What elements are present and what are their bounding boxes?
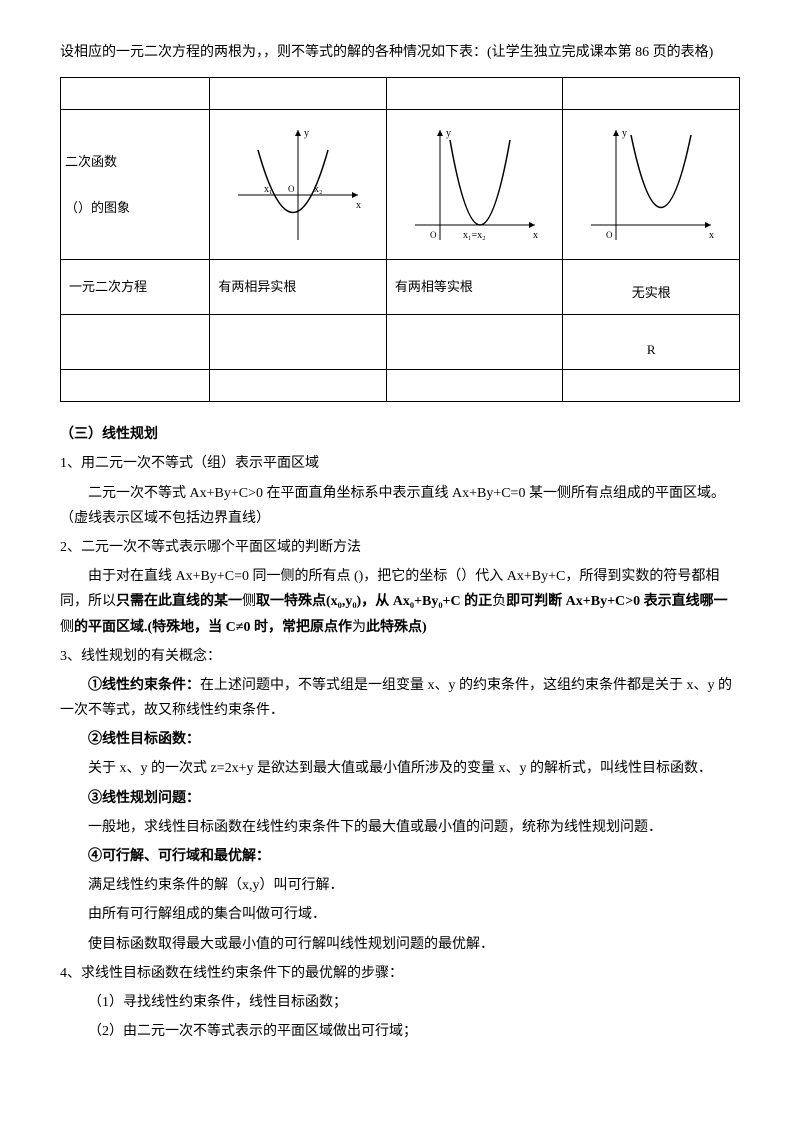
graph-cell-1: x y O x₁ x₂ xyxy=(210,110,387,260)
sol1-cell-3: R xyxy=(563,315,740,370)
header-cell-2 xyxy=(386,78,563,110)
point-1-title: 1、用二元一次不等式（组）表示平面区域 xyxy=(60,451,740,476)
sol1-cell-1 xyxy=(210,315,387,370)
eq-cell-2: 有两相等实根 xyxy=(386,260,563,315)
header-cell-1 xyxy=(210,78,387,110)
graph-row-label-text: 二次函数 （）的图象 xyxy=(65,150,205,220)
concept-3-body: 一般地，求线性目标函数在线性约束条件下的最大值或最小值的问题，统称为线性规划问题… xyxy=(60,815,740,840)
graph-row-label: 二次函数 （）的图象 xyxy=(61,110,210,260)
sol1-label xyxy=(61,315,210,370)
svg-text:O: O xyxy=(606,230,613,240)
sol1-cell-3-text: R xyxy=(647,342,656,357)
sol2-label xyxy=(61,370,210,402)
p2-g: 侧 xyxy=(60,620,74,635)
p2-d: 取一特殊点(x₀,y₀)，从 Ax₀+By₀+C 的正 xyxy=(256,594,492,609)
concept-4-line-2: 由所有可行解组成的集合叫做可行域． xyxy=(60,902,740,927)
svg-text:x: x xyxy=(709,230,714,241)
concept-3-title: ③线性规划问题： xyxy=(60,786,740,811)
svg-text:y: y xyxy=(622,128,627,139)
point-1-body-text: 二元一次不等式 Ax+By+C>0 在平面直角坐标系中表示直线 Ax+By+C=… xyxy=(60,486,725,526)
solution-row-2 xyxy=(61,370,740,402)
concept-2-body: 关于 x、y 的一次式 z=2x+y 是欲达到最大值或最小值所涉及的变量 x、y… xyxy=(60,756,740,781)
eq-row-label: 一元二次方程 xyxy=(61,260,210,315)
graph-cell-3: x y O xyxy=(563,110,740,260)
table-header-row xyxy=(61,78,740,110)
quadratic-table: 二次函数 （）的图象 x y O x₁ x₂ x xyxy=(60,77,740,402)
svg-text:x₂: x₂ xyxy=(314,184,323,195)
eq-cell-1: 有两相异实根 xyxy=(210,260,387,315)
section-3-title: （三）线性规划 xyxy=(60,422,740,447)
svg-text:x₁=x₂: x₁=x₂ xyxy=(463,230,486,241)
concept-4-line-1: 满足线性约束条件的解（x,y）叫可行解． xyxy=(60,873,740,898)
point-2-body: 由于对在直线 Ax+By+C=0 同一侧的所有点 ()，把它的坐标（）代入 Ax… xyxy=(60,564,740,640)
parabola-no-roots-icon: x y O xyxy=(581,120,721,250)
concept-1-title: ①线性约束条件： xyxy=(88,678,200,693)
p2-i: 为 xyxy=(352,620,366,635)
svg-text:y: y xyxy=(446,128,451,139)
parabola-two-roots-icon: x y O x₁ x₂ xyxy=(228,120,368,250)
header-cell-0 xyxy=(61,78,210,110)
p2-j: 此特殊点) xyxy=(366,620,427,635)
svg-text:O: O xyxy=(288,184,295,194)
graph-row: 二次函数 （）的图象 x y O x₁ x₂ x xyxy=(61,110,740,260)
p2-c: 侧 xyxy=(242,594,256,609)
parabola-equal-roots-icon: x y O x₁=x₂ xyxy=(405,120,545,250)
p2-h: 的平面区域.(特殊地，当 C≠0 时，常把原点作 xyxy=(74,620,352,635)
sol2-cell-2 xyxy=(386,370,563,402)
svg-text:x₁: x₁ xyxy=(264,184,273,195)
eq-cell-3: 无实根 xyxy=(563,260,740,315)
concept-2-title: ②线性目标函数： xyxy=(60,727,740,752)
concept-4-line-3: 使目标函数取得最大或最小值的可行解叫线性规划问题的最优解． xyxy=(60,932,740,957)
svg-text:x: x xyxy=(356,200,361,211)
svg-text:x: x xyxy=(533,230,538,241)
point-3-title: 3、线性规划的有关概念： xyxy=(60,644,740,669)
p2-f: 即可判断 Ax+By+C>0 表示直线哪一 xyxy=(506,594,728,609)
step-2: （2）由二元一次不等式表示的平面区域做出可行域； xyxy=(60,1019,740,1044)
svg-text:O: O xyxy=(430,230,437,240)
intro-text: 设相应的一元二次方程的两根为，，则不等式的解的各种情况如下表：(让学生独立完成课… xyxy=(60,40,740,65)
sol2-cell-3 xyxy=(563,370,740,402)
solution-row-1: R xyxy=(61,315,740,370)
graph-cell-2: x y O x₁=x₂ xyxy=(386,110,563,260)
header-cell-3 xyxy=(563,78,740,110)
svg-text:y: y xyxy=(304,128,309,139)
p2-e: 负 xyxy=(492,594,506,609)
sol1-cell-2 xyxy=(386,315,563,370)
point-2-title: 2、二元一次不等式表示哪个平面区域的判断方法 xyxy=(60,535,740,560)
point-4-title: 4、求线性目标函数在线性约束条件下的最优解的步骤： xyxy=(60,961,740,986)
sol2-cell-1 xyxy=(210,370,387,402)
point-1-body: 二元一次不等式 Ax+By+C>0 在平面直角坐标系中表示直线 Ax+By+C=… xyxy=(60,481,740,531)
step-1: （1）寻找线性约束条件，线性目标函数； xyxy=(60,990,740,1015)
concept-4-title: ④可行解、可行域和最优解： xyxy=(60,844,740,869)
equation-row: 一元二次方程 有两相异实根 有两相等实根 无实根 xyxy=(61,260,740,315)
concept-1: ①线性约束条件：在上述问题中，不等式组是一组变量 x、y 的约束条件，这组约束条… xyxy=(60,673,740,723)
eq-cell-3-text: 无实根 xyxy=(632,285,671,300)
p2-b: 只需在此直线的某一 xyxy=(116,594,242,609)
